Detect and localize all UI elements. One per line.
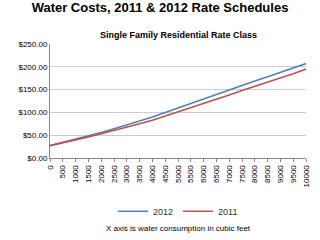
svg-text:Single Family Residential Rate: Single Family Residential Rate Class [100,30,257,40]
svg-text:4000: 4000 [148,165,157,183]
svg-text:2012: 2012 [153,207,173,217]
svg-text:3500: 3500 [135,165,144,183]
svg-text:$100.00: $100.00 [18,108,47,117]
svg-text:500: 500 [58,165,67,179]
svg-text:7000: 7000 [225,165,234,183]
svg-text:4500: 4500 [161,165,170,183]
svg-text:2011: 2011 [218,207,237,217]
svg-text:7500: 7500 [238,165,247,183]
svg-text:2500: 2500 [110,165,119,183]
svg-text:6000: 6000 [199,165,208,183]
svg-text:9500: 9500 [289,165,298,183]
svg-text:8000: 8000 [250,165,259,183]
svg-text:3000: 3000 [122,165,131,183]
svg-text:2000: 2000 [97,165,106,183]
svg-text:$150.00: $150.00 [18,85,47,94]
svg-text:5500: 5500 [186,165,195,183]
svg-text:$50.00: $50.00 [23,131,48,140]
svg-text:1500: 1500 [84,165,93,183]
svg-text:10000: 10000 [302,165,311,188]
svg-text:$250.00: $250.00 [18,40,47,49]
svg-text:8500: 8500 [263,165,272,183]
svg-text:6500: 6500 [212,165,221,183]
svg-text:$200.00: $200.00 [18,63,47,72]
svg-text:9000: 9000 [276,165,285,183]
svg-text:Water Costs, 2011 & 2012 Rate: Water Costs, 2011 & 2012 Rate Schedules [32,0,289,15]
svg-text:X axis is water consumption in: X axis is water consumption in cubic fee… [106,224,251,233]
svg-text:$0.00: $0.00 [27,154,48,163]
svg-text:0: 0 [46,165,55,170]
svg-text:1000: 1000 [71,165,80,183]
svg-text:5000: 5000 [174,165,183,183]
